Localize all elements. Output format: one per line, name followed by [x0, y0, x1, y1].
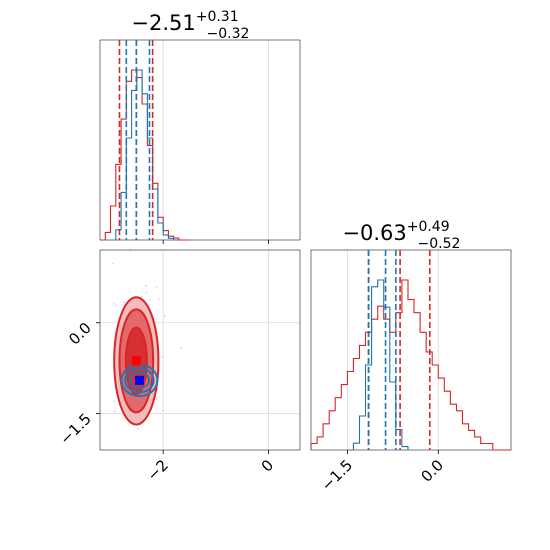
title-param-2: −0.63+0.49	[342, 219, 449, 245]
marker-series-a	[134, 375, 144, 385]
sample-point	[140, 295, 143, 298]
title-param-1-sub: −0.32	[207, 26, 250, 42]
tick-label-y-param-2-1: 0.0	[65, 319, 95, 349]
tick-label-y-param-2-0: −1.5	[56, 410, 94, 448]
axes-frame	[99, 39, 301, 241]
histogram-series-b	[100, 69, 190, 241]
sample-point	[145, 291, 148, 294]
axes-frame	[310, 249, 512, 451]
sample-point	[123, 301, 126, 304]
sample-point	[137, 428, 139, 430]
tick-label-x-param-2-0: −1.5	[318, 456, 356, 494]
histogram-panel-param-2	[310, 249, 512, 454]
histogram-series-b	[310, 279, 511, 451]
axes-frame	[99, 249, 301, 451]
sample-point	[163, 315, 166, 317]
sample-point	[148, 298, 151, 301]
title-param-2-sub: −0.52	[418, 236, 461, 252]
sample-point	[161, 356, 164, 358]
sample-point	[145, 285, 147, 287]
histogram-series-a	[110, 69, 179, 241]
sample-point	[113, 303, 116, 305]
contour-series-a-1	[124, 367, 155, 394]
tick-label-x-param-1-0: −2	[144, 456, 172, 484]
marker-series-b	[131, 356, 141, 366]
joint-density-panel	[96, 249, 301, 454]
contour-series-a-0	[129, 371, 150, 390]
sample-point	[180, 347, 183, 349]
sample-point	[162, 409, 165, 412]
sample-point	[111, 262, 114, 265]
sample-point	[155, 286, 158, 288]
sample-point	[113, 410, 116, 413]
title-param-1: −2.51+0.31	[131, 9, 238, 35]
tick-label-x-param-2-1: 0.0	[418, 456, 448, 486]
histogram-series-a	[347, 279, 409, 451]
sample-point	[157, 298, 160, 301]
sample-point	[155, 398, 158, 400]
panel-titles: −2.51+0.31−0.32 −0.63+0.49−0.52	[131, 9, 460, 252]
histogram-panel-param-1	[99, 39, 301, 244]
tick-label-x-param-1-1: 0	[258, 456, 277, 475]
